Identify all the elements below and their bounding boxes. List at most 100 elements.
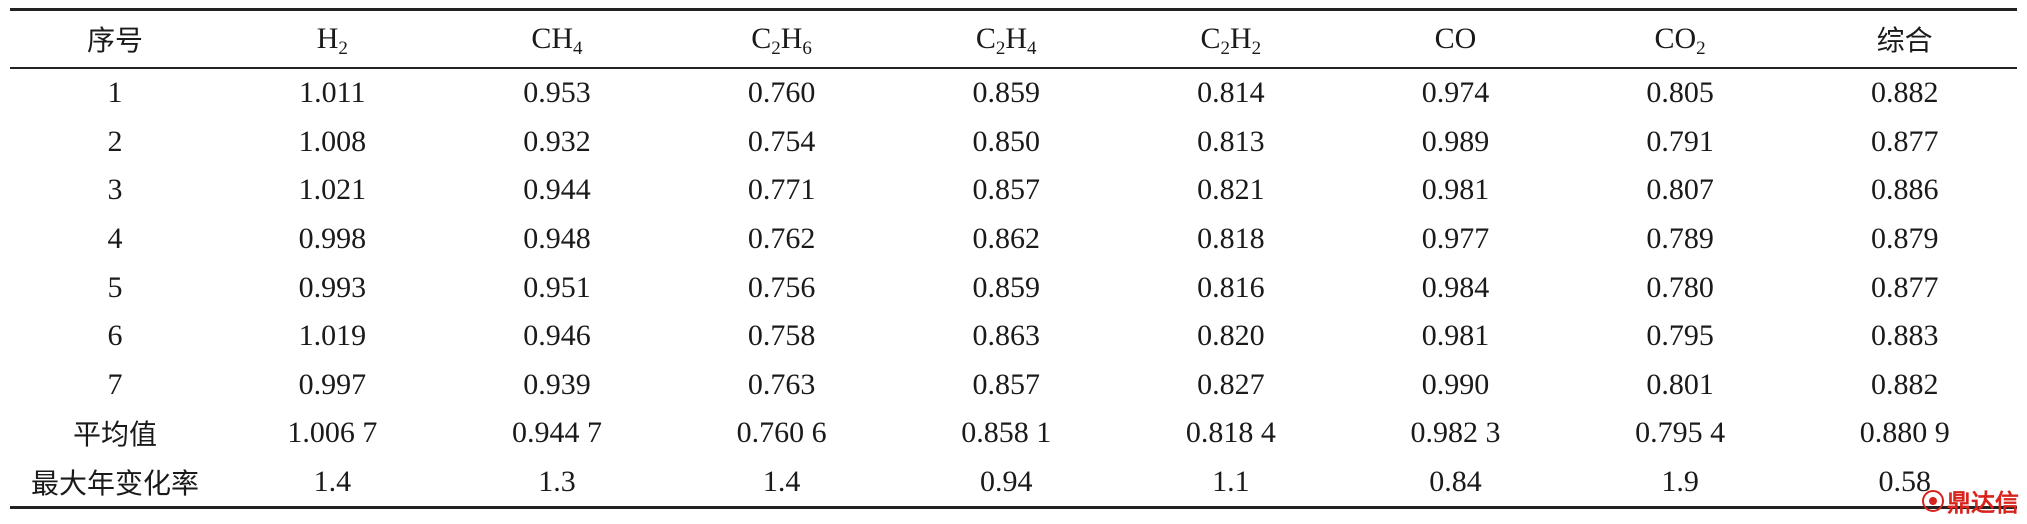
header-gas-6: CO2 — [1568, 10, 1793, 69]
table-cell: 0.944 — [523, 173, 591, 207]
header-gas-sub: 4 — [573, 38, 583, 59]
table-cell: 0.789 — [1646, 222, 1714, 256]
table-cell: 0.882 — [1870, 76, 1939, 110]
header-gas-base: C — [975, 22, 996, 55]
table-cell: 0.989 — [1421, 124, 1490, 158]
table-cell: 0.760 6 — [736, 416, 827, 450]
table-cell: 0.948 — [523, 222, 591, 256]
table-cell: 0.993 — [298, 270, 367, 304]
table-cell: 0.813 — [1197, 124, 1265, 158]
table-cell: 1.008 — [298, 124, 367, 158]
table-cell: 0.880 9 — [1859, 416, 1950, 450]
row-label: 最大年变化率 — [30, 467, 199, 501]
table-cell: 0.977 — [1421, 222, 1490, 256]
table-cell: 0.814 — [1197, 76, 1265, 110]
table-row: 2 1.008 0.932 0.754 0.850 0.813 0.989 0.791 0.87… — [10, 118, 2017, 167]
table-row: 6 1.019 0.946 0.758 0.863 0.820 0.981 0.795 0.88… — [10, 312, 2017, 361]
watermark: 鼎达信 — [1922, 483, 2019, 518]
header-gas-base: CH — [531, 22, 574, 55]
header-gas-sub: 2 — [995, 38, 1006, 59]
row-label: 平均值 — [72, 418, 157, 452]
table-cell: 0.883 — [1870, 319, 1939, 353]
table-cell: 0.758 — [747, 319, 816, 353]
row-label: 1 — [107, 76, 123, 110]
table-row: 7 0.997 0.939 0.763 0.857 0.827 0.990 0.801 0.88… — [10, 361, 2017, 410]
header-gas-base: CO — [1434, 22, 1477, 55]
table-cell: 0.877 — [1870, 124, 1939, 158]
table-cell: 0.816 — [1197, 270, 1265, 304]
header-gas-sub: 2 — [771, 38, 781, 59]
table-cell: 0.780 — [1646, 270, 1714, 304]
table-cell: 0.820 — [1197, 319, 1265, 353]
table-cell: 0.857 — [972, 173, 1040, 207]
table-cell: 1.4 — [313, 465, 352, 499]
table-cell: 0.863 — [972, 319, 1040, 353]
table-cell: 0.932 — [523, 124, 591, 158]
table-cell: 0.791 — [1646, 124, 1714, 158]
header-gas-sub2: 6 — [802, 38, 812, 59]
table-cell: 0.981 — [1421, 173, 1490, 207]
table-cell: 1.006 7 — [287, 416, 378, 450]
table-cell: 1.011 — [299, 76, 366, 110]
header-gas-sub: 2 — [1696, 38, 1706, 59]
table-cell: 0.859 — [972, 76, 1040, 110]
header-overall: 综合 — [1876, 24, 1933, 57]
table-cell: 0.756 — [747, 270, 816, 304]
header-gas-sub2: 2 — [1251, 38, 1262, 59]
header-gas-base: H — [316, 22, 339, 55]
data-table-container: 序号 H2 CH4 C2H6 C2H4 C2H2 CO CO2 综合 1 1.011 0.953 0… — [10, 8, 2017, 509]
table-cell: 0.998 — [298, 222, 367, 256]
table-cell: 0.827 — [1197, 367, 1265, 401]
table-cell: 0.795 — [1646, 319, 1714, 353]
header-gas-base: CO — [1654, 22, 1697, 55]
header-gas-tail: H — [1005, 22, 1028, 55]
header-gas-tail: H — [1229, 22, 1252, 55]
header-gas-5: CO — [1343, 10, 1568, 69]
table-cell: 0.821 — [1197, 173, 1265, 207]
table-cell: 0.981 — [1421, 319, 1490, 353]
table-cell: 0.58 — [1878, 465, 1931, 499]
table-row: 5 0.993 0.951 0.756 0.859 0.816 0.984 0.780 0.87… — [10, 263, 2017, 312]
table-cell: 1.021 — [298, 173, 367, 207]
table-cell: 0.953 — [523, 76, 591, 110]
table-cell: 0.990 — [1421, 367, 1490, 401]
table-cell: 0.850 — [972, 124, 1040, 158]
table-body: 1 1.011 0.953 0.760 0.859 0.814 0.974 0.805 0.88… — [10, 68, 2017, 508]
row-label: 6 — [107, 319, 123, 353]
table-cell: 0.771 — [747, 173, 816, 207]
table-cell: 0.862 — [972, 222, 1040, 256]
table-cell: 0.886 — [1870, 173, 1939, 207]
table-cell: 0.984 — [1421, 270, 1490, 304]
table-cell: 0.84 — [1429, 465, 1482, 499]
header-gas-4: C2H2 — [1119, 10, 1344, 69]
table-cell: 0.858 1 — [961, 416, 1052, 450]
table-header: 序号 H2 CH4 C2H6 C2H4 C2H2 CO CO2 综合 — [10, 9, 2017, 69]
table-row: 最大年变化率 1.4 1.3 1.4 0.94 1.1 0.84 1.9 0.58 — [10, 458, 2017, 508]
table-cell: 0.760 — [747, 76, 816, 110]
table-cell: 0.801 — [1646, 367, 1714, 401]
header-gas-1: CH4 — [445, 10, 670, 69]
table-cell: 1.3 — [538, 465, 576, 499]
table-cell: 0.974 — [1421, 76, 1490, 110]
header-gas-tail: H — [780, 22, 803, 55]
header-gas-sub: 2 — [1220, 38, 1230, 59]
table-cell: 0.762 — [747, 222, 816, 256]
table-cell: 0.946 — [523, 319, 591, 353]
watermark-logo-icon — [1922, 489, 1944, 512]
table-cell: 0.763 — [747, 367, 816, 401]
header-row: 序号 H2 CH4 C2H6 C2H4 C2H2 CO CO2 综合 — [10, 9, 2017, 69]
table-cell: 1.9 — [1661, 465, 1699, 499]
table-cell: 1.019 — [298, 319, 367, 353]
header-gas-3: C2H4 — [894, 10, 1119, 69]
header-gas-2: C2H6 — [669, 10, 894, 69]
row-label: 5 — [107, 270, 123, 304]
table-cell: 0.795 4 — [1635, 416, 1726, 450]
table-cell: 0.859 — [972, 270, 1040, 304]
table-cell: 0.818 — [1197, 222, 1265, 256]
table-cell: 0.818 4 — [1185, 416, 1276, 450]
header-gas-sub: 2 — [338, 38, 348, 59]
table-cell: 0.857 — [972, 367, 1040, 401]
header-gas-base: C — [1200, 22, 1221, 55]
header-gas-base: C — [751, 22, 772, 55]
header-gas-sub2: 4 — [1027, 38, 1037, 59]
